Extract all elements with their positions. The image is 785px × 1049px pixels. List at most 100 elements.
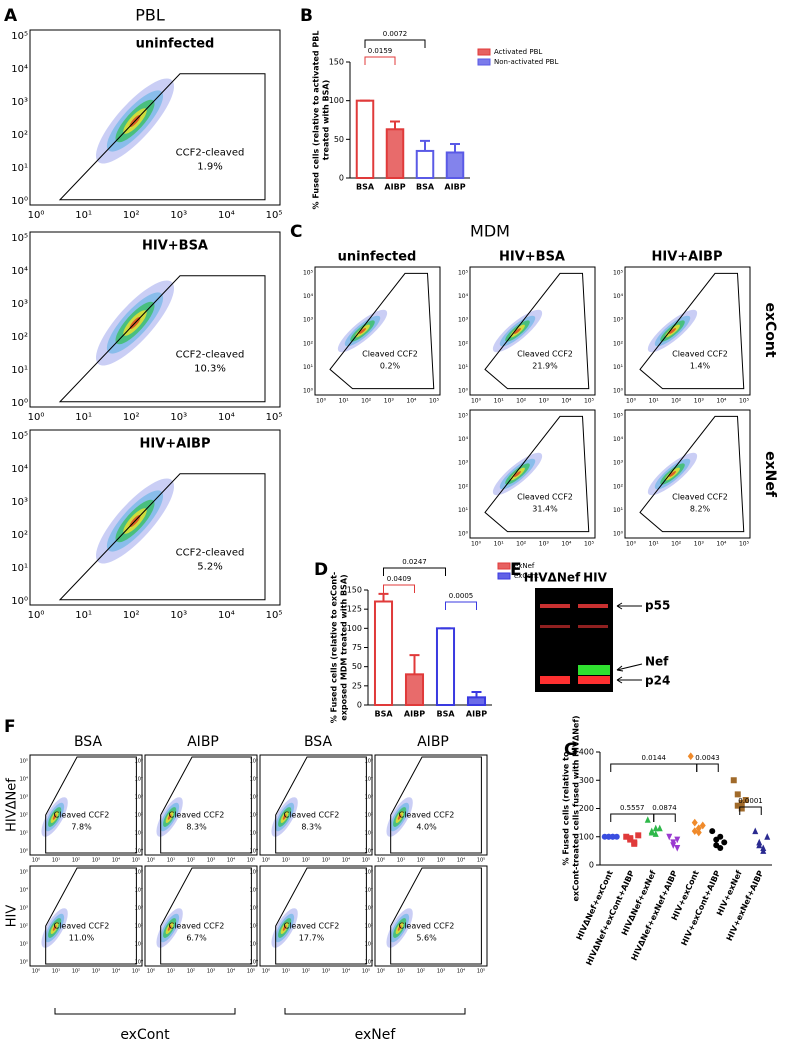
y-tick-label: 150 [329,58,344,67]
y-tick-label: 10⁵ [613,270,624,277]
x-tick-label: 10⁵ [429,398,440,405]
x-tick-label: 10³ [384,398,395,405]
y-tick-label: 50 [352,662,362,671]
x-tick-label: 10³ [539,398,550,405]
x-tick-label: 10¹ [282,969,290,975]
y-tick-label: 10² [458,340,469,347]
x-tick-label: 10² [516,398,527,405]
x-tick-label: BSA [436,710,455,719]
plot-frame [259,754,373,856]
panel-label: A [4,6,18,26]
y-tick-label: 10² [303,340,314,347]
plot-frame [374,865,488,967]
point [699,821,706,830]
y-tick-label: 10⁰ [11,196,28,207]
x-tick-label: 10³ [437,858,445,864]
y-tick-label: 10⁰ [365,960,373,966]
y-tick-label: 10⁰ [11,596,28,607]
blot-band [578,676,610,684]
x-tick-label: 10⁵ [266,210,283,221]
group-bracket [284,1008,466,1015]
gate [639,272,745,390]
x-tick-label: 10² [187,858,195,864]
blot-band [540,676,570,684]
y-tick-label: 10⁰ [11,398,28,409]
bar [466,696,487,706]
gate-label: Cleaved CCF2 [672,493,728,502]
blot-band [540,604,570,608]
p-value: 0.0001 [738,797,763,805]
point [764,833,771,840]
gate [484,272,590,390]
gate-percent: 17.7% [299,934,325,943]
band-label: p24 [645,674,670,688]
p-value: 0.0072 [383,30,408,38]
gate-percent: 6.7% [186,934,207,943]
x-tick-label: 10¹ [75,210,92,221]
y-axis-label: % Fused cells (relative to exCont- [330,572,339,724]
y-axis-label: exposed MDM treated with BSA) [340,574,349,720]
y-tick-label: 10⁰ [135,960,143,966]
panel-label: F [4,717,16,737]
point [756,838,763,846]
x-tick-label: 10⁰ [626,398,637,405]
y-tick-label: 10⁴ [365,777,373,783]
gate-percent: 8.3% [186,823,207,832]
significance-bracket [445,601,477,610]
y-tick-label: 0 [357,701,362,710]
y-tick-label: 10² [20,813,28,819]
density-blob [514,328,521,334]
plot-frame [469,266,596,396]
y-tick-label: 10³ [250,906,258,912]
y-tick-label: 25 [352,681,362,690]
gate [484,415,590,533]
x-tick-label: 10¹ [75,610,92,621]
y-tick-label: 10⁵ [303,270,314,277]
y-tick-label: 10³ [365,906,373,912]
y-tick-label: 300 [579,776,594,785]
gate-percent: 31.4% [532,505,558,514]
legend-label: exNef [514,562,535,570]
x-tick-label: 10¹ [397,969,405,975]
x-tick-label: 10⁰ [262,969,270,975]
blot-band [578,665,610,675]
density-blob [167,925,172,931]
gate-label: Cleaved CCF2 [399,811,455,820]
y-tick-label: 10³ [135,795,143,801]
gate [160,756,252,854]
point [742,797,749,804]
x-tick-label: 10⁵ [247,969,255,975]
bar [404,673,425,706]
point [644,816,651,823]
significance-bracket [383,584,415,593]
point [652,830,659,837]
x-tick-label: 10⁰ [377,858,385,864]
gate-percent: 11.0% [69,934,95,943]
x-tick-label: 10⁵ [362,858,370,864]
point [760,844,767,852]
x-tick-label: 10⁰ [28,210,45,221]
blot-band [578,625,608,628]
x-tick-label: 10⁵ [266,412,283,423]
x-tick-label: 10⁴ [112,858,120,864]
x-tick-label: 10⁵ [739,541,750,548]
point [691,818,698,827]
x-tick-label: 10² [302,969,310,975]
x-tick-label: BSA [416,183,435,192]
x-tick-label: 10³ [694,541,705,548]
p-value: 0.5557 [620,804,645,812]
y-tick-label: 10⁰ [613,388,624,395]
point [652,824,659,832]
y-tick-label: 10² [250,813,258,819]
y-tick-label: 10⁴ [303,293,314,300]
point [734,791,741,798]
x-tick-label: 10³ [694,398,705,405]
density-blob [397,925,402,931]
y-tick-label: 10³ [458,317,469,324]
x-tick-label: 10¹ [167,858,175,864]
y-tick-label: 10⁰ [303,388,314,395]
y-tick-label: 10² [135,924,143,930]
p-value: 0.0043 [695,754,720,762]
density-blob [669,471,676,477]
density-blob [52,925,57,931]
